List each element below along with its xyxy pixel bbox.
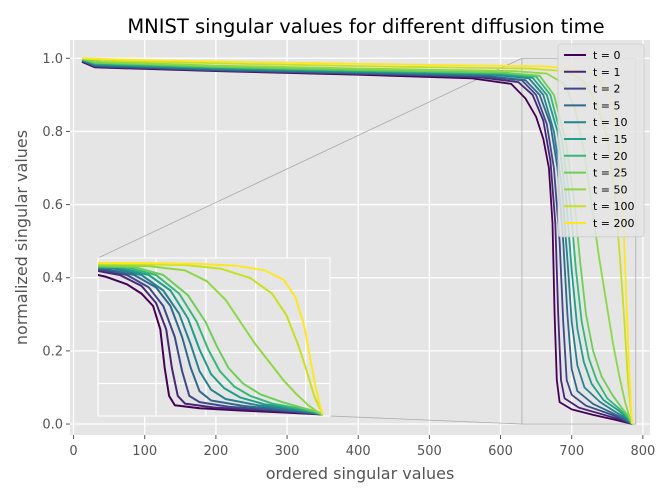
inset-series-line [98,267,323,416]
inset-axes [97,257,331,417]
y-tick-label: 0.0 [42,418,63,433]
legend-label: t = 20 [593,150,628,163]
legend-label: t = 5 [593,99,621,112]
y-tick-label: 0.2 [42,344,63,359]
inset-series-line [98,262,324,415]
zoom-connector [97,57,523,259]
inset-series-line [98,267,323,416]
y-tick-label: 1.0 [42,52,63,67]
inset-series-line [98,266,324,416]
x-tick-label: 200 [203,444,228,459]
legend-label: t = 10 [593,116,628,129]
legend-label: t = 50 [593,183,628,196]
y-tick-label: 0.8 [42,125,63,140]
legend-label: t = 1 [593,66,621,79]
x-tick-label: 800 [630,444,655,459]
legend-label: t = 15 [593,133,628,146]
y-tick-label: 0.6 [42,198,63,213]
x-tick-label: 400 [346,444,371,459]
legend-label: t = 0 [593,49,621,62]
inset-series-line [98,266,323,416]
inset-series-group [98,261,324,416]
legend-label: t = 200 [593,217,635,230]
chart-title: MNIST singular values for different diff… [127,15,604,38]
x-tick-label: 0 [69,444,77,459]
legend: t = 0 t = 1 t = 2 t = 5 t = 10 t = 15 t = 20 t … [557,43,645,238]
inset-series-line [98,265,324,416]
x-tick-label: 700 [559,444,584,459]
x-tick-label: 100 [132,444,157,459]
zoom-connector [329,415,522,425]
inset-series-line [98,261,324,415]
y-tick-label: 0.4 [42,271,63,286]
inset-series-line [98,264,324,416]
legend-label: t = 2 [593,83,621,96]
inset-series-line [98,274,323,416]
legend-label: t = 100 [593,200,635,213]
x-tick-label: 600 [488,444,513,459]
axes: 0 100 200 300 400 500 600 700 800 0.0 0.2 0.4 0.6 0.8… [42,52,655,459]
x-axis-label: ordered singular values [266,464,455,483]
legend-label: t = 25 [593,167,628,180]
y-axis-label: normalized singular values [12,130,31,345]
inset-series-line [98,269,323,416]
x-tick-label: 300 [275,444,300,459]
inset-series-line [98,265,324,416]
x-tick-label: 500 [417,444,442,459]
